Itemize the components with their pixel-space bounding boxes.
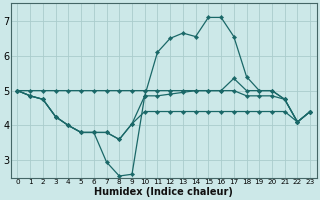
X-axis label: Humidex (Indice chaleur): Humidex (Indice chaleur): [94, 187, 233, 197]
